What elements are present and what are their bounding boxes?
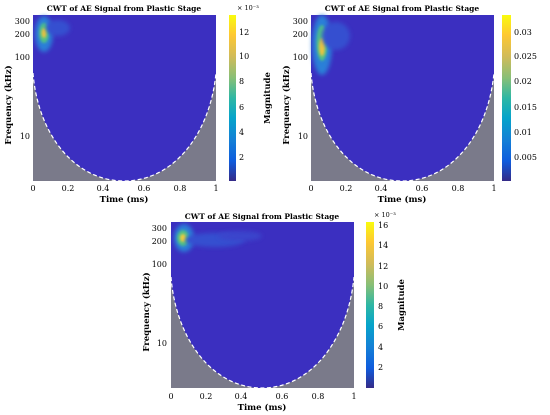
colorbar-tick-label: 10 [239,52,249,61]
coi-boundary [170,276,355,389]
y-tick-label: 300 [152,224,167,233]
colorbar-tick-label: 0.005 [514,153,537,162]
x-tick-label: 1 [351,392,356,401]
colorbar: 0.005 0.01 0.015 0.02 0.025 0.03 [502,15,537,181]
x-tick-label: 0.6 [416,184,429,193]
y-tick-label: 200 [293,30,308,39]
chart-title: CWT of AE Signal from Plastic Stage [47,4,202,13]
x-tick-label: 0.2 [200,392,213,401]
x-tick-label: 0.2 [340,184,353,193]
y-axis-label: Frequency (kHz) [3,65,14,144]
x-tick-label: 0.4 [235,392,248,401]
colorbar-tick-label: 12 [378,262,388,271]
cwt-panel-3: CWT of AE Signal from Plastic Stage 0 0.… [141,211,407,413]
x-axis-label: Time (ms) [100,194,149,205]
chart-title: CWT of AE Signal from Plastic Stage [325,4,480,13]
colorbar-tick-label: 0.015 [514,103,537,112]
colorbar-tick-label: 0.025 [514,52,537,61]
coi-boundary [32,72,217,182]
energy-hotspot [312,15,350,75]
x-tick-label: 0.4 [375,184,388,193]
colorbar-multiplier: × 10⁻³ [237,4,259,12]
x-tick-label: 0 [30,184,35,193]
colorbar-tick-label: 8 [378,302,383,311]
cwt-panel-1: CWT of AE Signal from Plastic Stage 0 0.… [3,4,273,205]
colorbar-gradient [229,15,236,181]
x-tick-label: 1 [213,184,218,193]
colorbar-tick-label: 10 [378,282,388,291]
y-tick-label: 200 [15,30,30,39]
colorbar-tick-label: 4 [239,128,244,137]
plot-area [170,222,355,389]
plot-area [32,15,217,182]
y-tick-label: 100 [15,53,30,62]
colorbar-gradient [366,222,374,388]
y-tick-label: 300 [15,17,30,26]
y-axis-label: Frequency (kHz) [141,272,152,351]
colorbar: × 10⁻³ 2 4 6 8 10 12 Magnitude [229,4,273,181]
y-axis-label: Frequency (kHz) [281,65,292,144]
x-axis-label: Time (ms) [238,402,287,413]
colorbar-label: Magnitude [263,72,273,124]
colorbar-tick-label: 0.03 [514,28,532,37]
colorbar-tick-label: 4 [378,343,383,352]
y-tick-label: 10 [20,132,30,141]
colorbar-tick-label: 14 [378,241,388,250]
colorbar-tick-label: 0.01 [514,128,532,137]
x-tick-label: 1 [491,184,496,193]
y-tick-label: 10 [157,339,167,348]
energy-hotspot [174,224,262,252]
x-tick-label: 0.2 [62,184,75,193]
x-axis-label: Time (ms) [378,194,427,205]
coi-boundary [310,72,495,182]
cone-of-influence [171,277,354,388]
cwt-panel-2: CWT of AE Signal from Plastic Stage 0 0.… [281,4,537,205]
x-tick-label: 0.8 [312,392,325,401]
colorbar-tick-label: 6 [378,322,383,331]
cone-of-influence [33,73,216,181]
y-tick-label: 100 [152,260,167,269]
colorbar-tick-label: 8 [239,77,244,86]
energy-hotspot [35,16,70,52]
colorbar-tick-label: 2 [378,363,383,372]
chart-title: CWT of AE Signal from Plastic Stage [185,212,340,221]
x-tick-label: 0 [168,392,173,401]
colorbar-tick-label: 0.02 [514,77,532,86]
y-tick-label: 10 [298,132,308,141]
y-tick-label: 200 [152,237,167,246]
colorbar-tick-label: 2 [239,153,244,162]
colorbar-label: Magnitude [397,279,407,331]
colorbar-gradient [502,15,511,181]
x-tick-label: 0.6 [276,392,289,401]
x-tick-label: 0.4 [97,184,110,193]
y-tick-label: 100 [293,53,308,62]
x-tick-label: 0 [308,184,313,193]
x-tick-label: 0.8 [452,184,465,193]
colorbar-multiplier: × 10⁻³ [374,211,396,219]
colorbar: × 10⁻³ 2 4 6 8 10 12 14 16 Magnitude [366,211,407,388]
colorbar-tick-label: 16 [378,221,388,230]
plot-area [310,15,495,182]
x-tick-label: 0.6 [138,184,151,193]
y-tick-label: 300 [293,17,308,26]
colorbar-tick-label: 6 [239,103,244,112]
cone-of-influence [311,73,494,181]
x-tick-label: 0.8 [174,184,187,193]
colorbar-tick-label: 12 [239,28,249,37]
